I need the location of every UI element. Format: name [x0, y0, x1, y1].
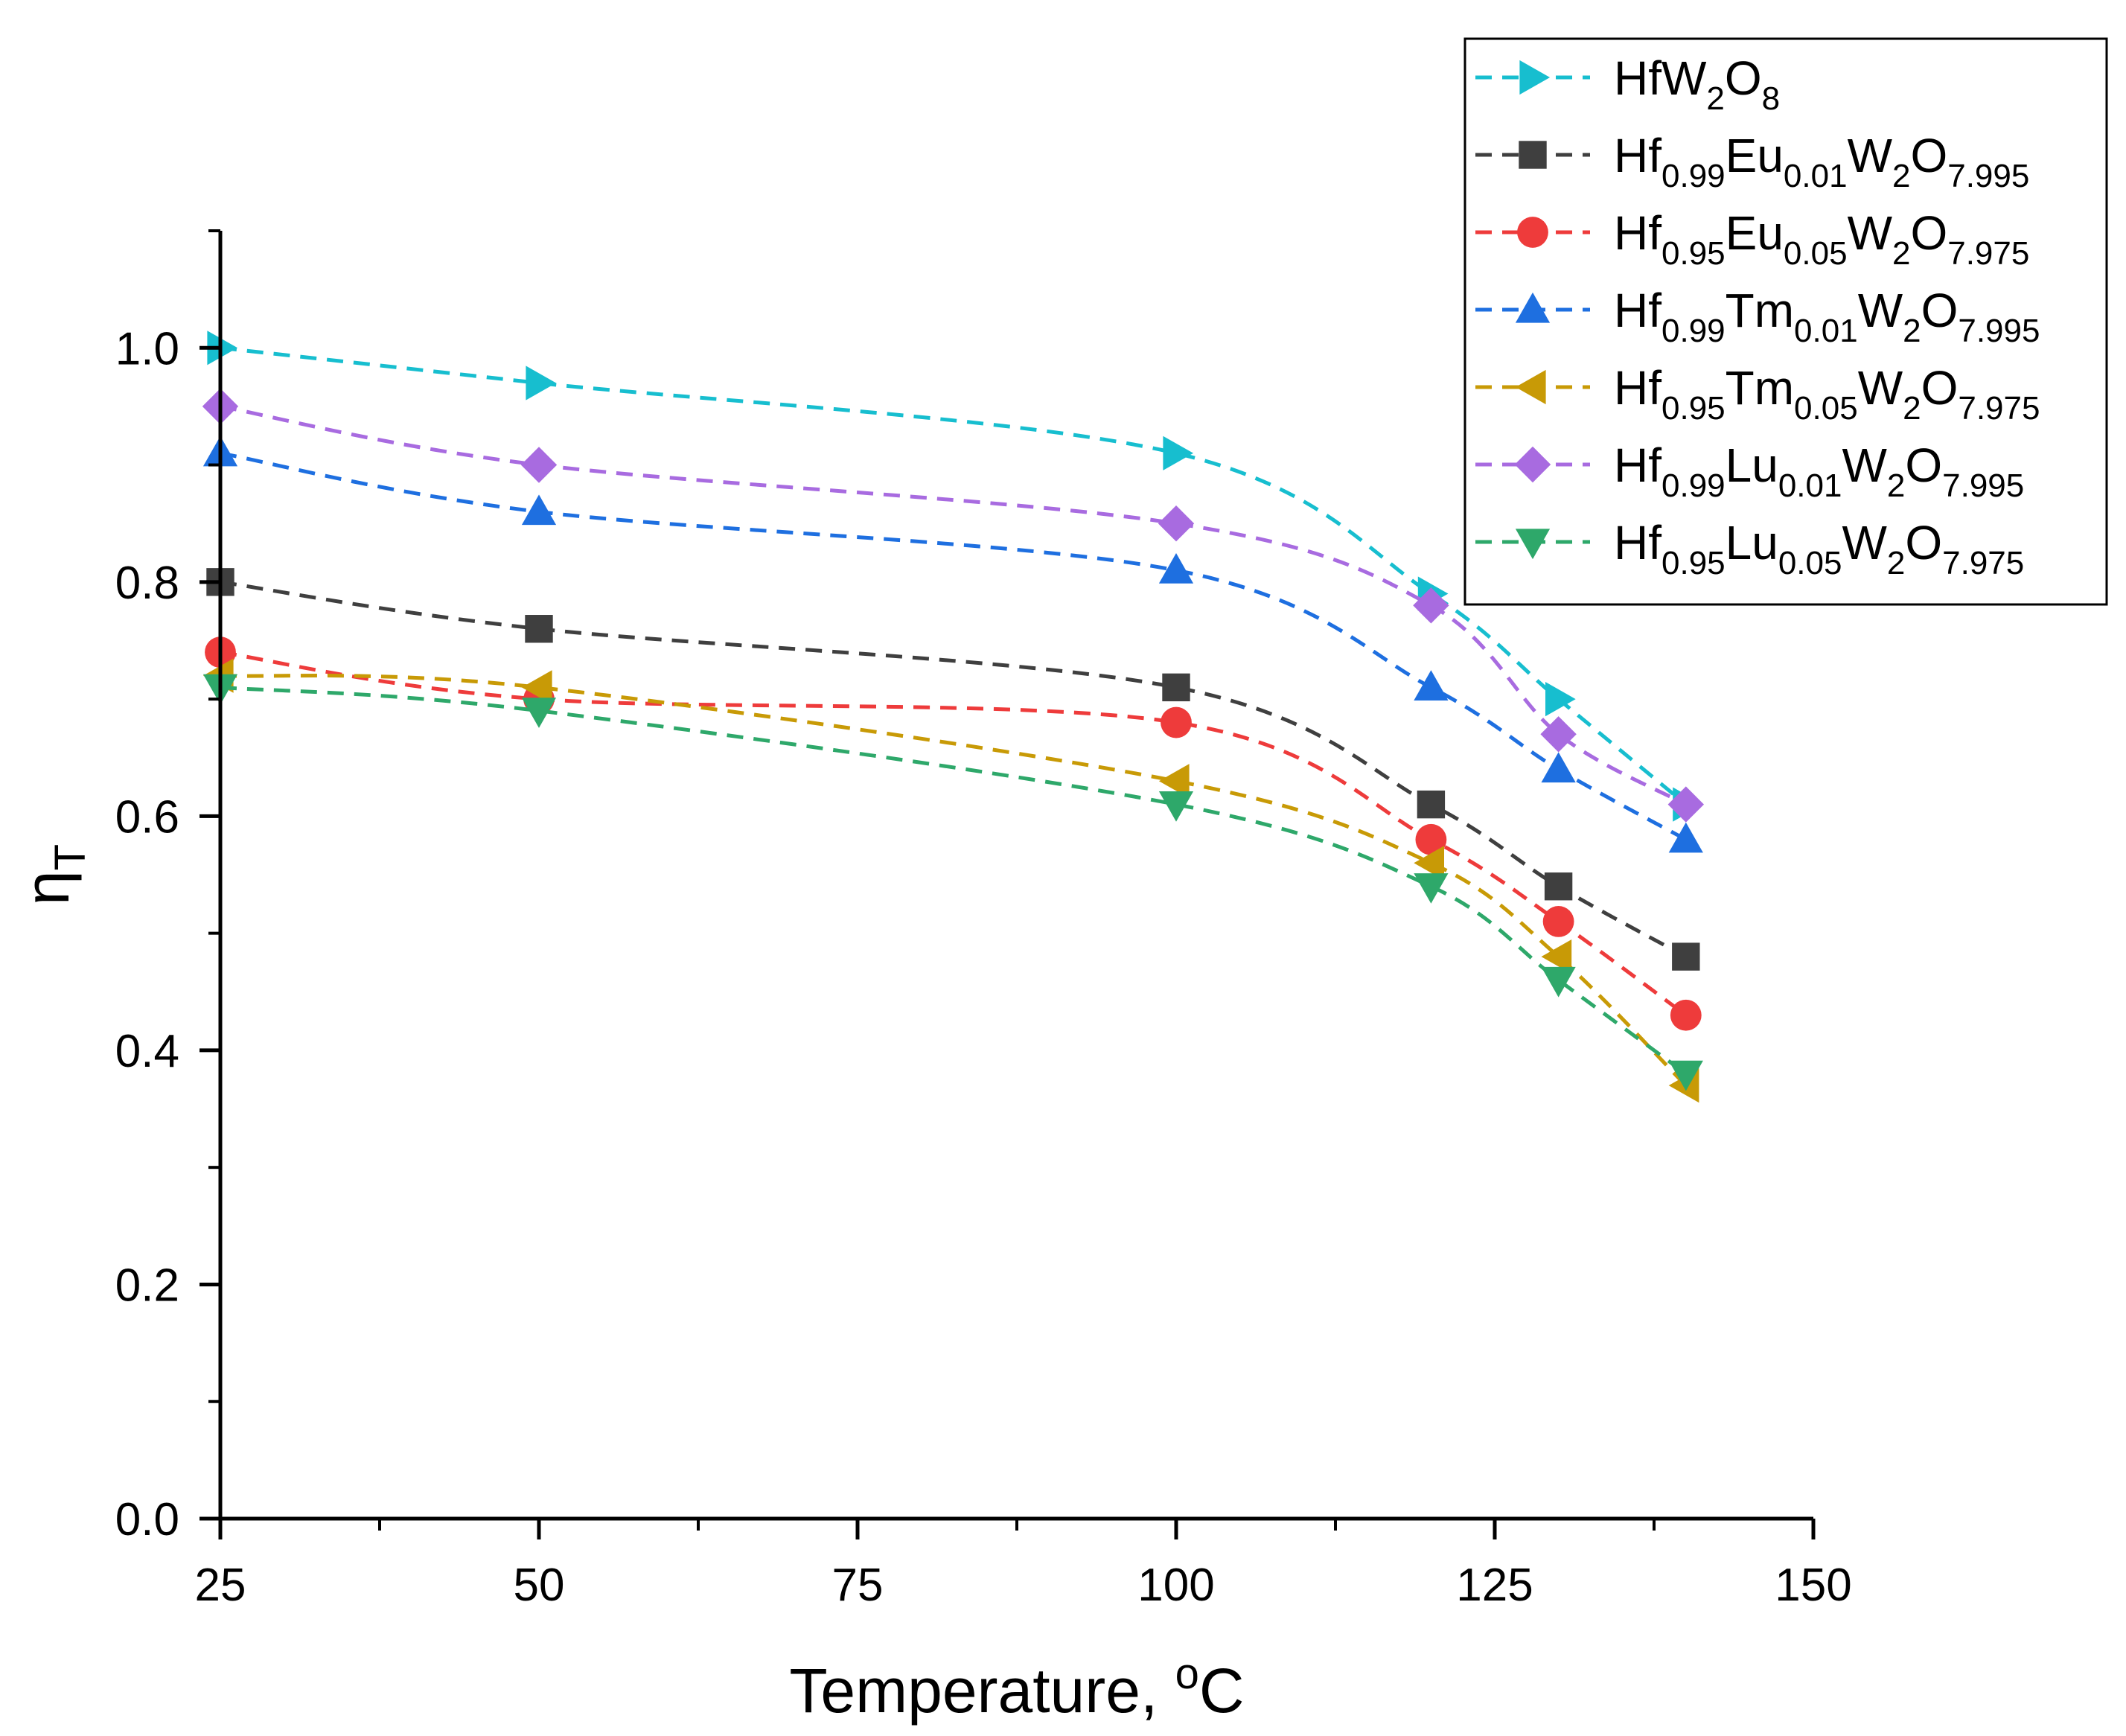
legend-entry: Hf0.99Tm0.01W2O7.995 [1475, 284, 2040, 349]
data-point [1668, 822, 1703, 853]
series-line [220, 674, 1688, 1087]
legend-entry: HfW2O8 [1475, 51, 1780, 117]
x-tick-label: 150 [1775, 1560, 1851, 1611]
legend-label: Hf0.99Lu0.01W2O7.995 [1614, 438, 2024, 504]
legend-label: Hf0.95Eu0.05W2O7.975 [1614, 206, 2029, 272]
legend-marker [1515, 292, 1551, 323]
data-point [1414, 846, 1444, 881]
data-point [1541, 966, 1576, 998]
data-point [1672, 942, 1700, 971]
legend-marker [1514, 446, 1551, 483]
series-line [220, 650, 1688, 1017]
legend-marker [1515, 529, 1551, 560]
legend-entry: Hf0.99Lu0.01W2O7.995 [1475, 438, 2024, 504]
data-point [1158, 553, 1194, 584]
series-4 [202, 435, 1703, 853]
data-point [1415, 823, 1447, 855]
data-point [1158, 791, 1194, 822]
series-5 [202, 658, 1699, 1103]
legend-marker [1519, 60, 1551, 95]
data-point [1163, 435, 1194, 470]
data-point [1541, 939, 1572, 974]
legend-box [1463, 37, 2108, 606]
x-tick-label: 125 [1456, 1560, 1533, 1611]
x-axis-title: Temperature, oC [789, 1650, 1244, 1726]
data-point [1670, 999, 1702, 1031]
legend-label: Hf0.99Tm0.01W2O7.995 [1614, 284, 2040, 349]
data-point [207, 331, 238, 366]
legend-label: Hf0.95Tm0.05W2O7.975 [1614, 361, 2040, 427]
data-point [1414, 670, 1449, 701]
x-tick-label: 75 [832, 1560, 884, 1611]
x-tick-label: 50 [514, 1560, 565, 1611]
x-tick-label: 25 [195, 1560, 246, 1611]
legend-entry: Hf0.95Tm0.05W2O7.975 [1475, 361, 2040, 427]
legend-label: HfW2O8 [1614, 51, 1780, 117]
data-point [1667, 786, 1704, 823]
data-point [1161, 706, 1192, 738]
data-point [1158, 764, 1190, 799]
legend-marker [1517, 217, 1548, 248]
legend-marker [1519, 141, 1547, 169]
y-axis-title: ηT [12, 844, 95, 905]
data-point [526, 366, 557, 401]
data-point [1413, 587, 1449, 624]
data-point [1668, 1060, 1703, 1091]
legend-entry: Hf0.99Eu0.01W2O7.995 [1475, 129, 2029, 194]
data-point [1545, 682, 1576, 717]
legend-label: Hf0.99Eu0.01W2O7.995 [1614, 129, 2029, 194]
y-tick-label: 1.0 [115, 323, 179, 374]
series-3 [205, 636, 1702, 1031]
data-point [1540, 716, 1577, 753]
series-layer [202, 331, 1704, 1103]
y-tick-label: 0.8 [115, 558, 179, 609]
legend-entry: Hf0.95Lu0.05W2O7.975 [1475, 516, 2024, 581]
data-point [1158, 505, 1195, 542]
data-point [525, 615, 553, 643]
legend-marker [1515, 369, 1546, 405]
data-point [521, 698, 557, 728]
series-line [220, 451, 1688, 841]
data-point [1417, 790, 1446, 819]
legend: HfW2O8 Hf0.99Eu0.01W2O7.995 Hf0.95Eu0.05W2… [1463, 37, 2108, 606]
series-line [220, 345, 1688, 806]
y-tick-label: 0.6 [115, 791, 179, 843]
series-line [220, 580, 1688, 959]
y-tick-label: 0.0 [115, 1494, 179, 1545]
legend-label: Hf0.95Lu0.05W2O7.975 [1614, 516, 2024, 581]
axes-layer: 25 50 75 100 125 150 0.0 0.2 0.4 0.6 0.8 1.0 Tempera… [12, 229, 1852, 1726]
series-2 [206, 568, 1700, 971]
legend-entry: Hf0.95Eu0.05W2O7.975 [1475, 206, 2029, 272]
series-6 [202, 388, 1704, 823]
series-line [220, 685, 1688, 1076]
data-point [1162, 673, 1190, 702]
data-point [1414, 873, 1449, 904]
data-point [1541, 752, 1576, 783]
x-tick-label: 100 [1137, 1560, 1214, 1611]
y-tick-label: 0.4 [115, 1026, 179, 1077]
data-point [1544, 872, 1573, 901]
data-point [1542, 906, 1574, 937]
data-point [521, 670, 552, 705]
data-point [520, 447, 558, 483]
y-tick-label: 0.2 [115, 1260, 179, 1311]
series-7 [202, 674, 1703, 1091]
data-point [521, 494, 557, 526]
